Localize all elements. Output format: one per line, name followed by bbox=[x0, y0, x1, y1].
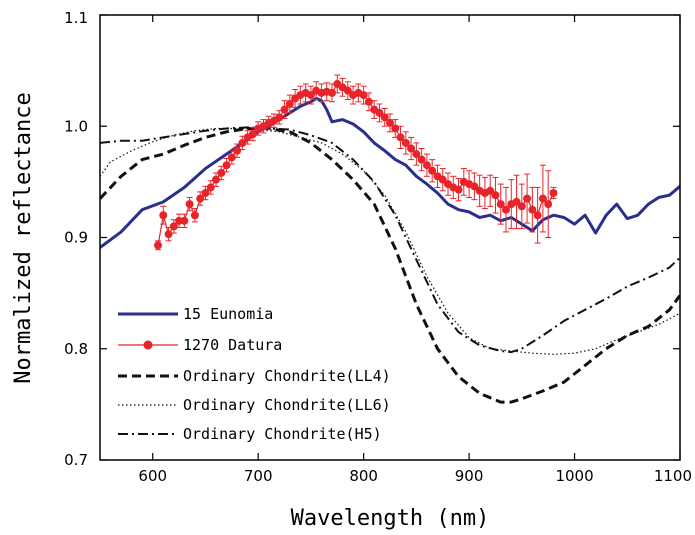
data-point bbox=[454, 185, 463, 194]
data-point bbox=[470, 182, 479, 191]
data-point bbox=[533, 211, 542, 220]
series-line bbox=[100, 127, 680, 404]
series-ordinary-chondrite-h5- bbox=[100, 126, 680, 354]
data-point bbox=[544, 200, 553, 209]
legend-label-15-eunomia: 15 Eunomia bbox=[183, 305, 273, 323]
data-point bbox=[528, 205, 537, 214]
x-axis-title: Wavelength (nm) bbox=[291, 506, 490, 531]
series-layer bbox=[100, 74, 680, 404]
data-point bbox=[375, 108, 384, 117]
x-tick-label: 900 bbox=[455, 467, 484, 485]
data-point bbox=[154, 241, 162, 250]
x-tick-labels: 600 700 800 900 1000 1100 bbox=[138, 467, 692, 485]
data-point bbox=[285, 100, 294, 108]
y-tick-labels: 0.7 0.8 0.9 1.0 1.1 bbox=[64, 9, 88, 469]
data-point bbox=[401, 138, 410, 147]
legend: 15 Eunomia 1270 Datura Ordinary Chondrit… bbox=[118, 305, 391, 443]
data-point bbox=[212, 175, 220, 184]
y-tick-label: 1.0 bbox=[64, 117, 88, 135]
data-point bbox=[238, 138, 247, 147]
series-line bbox=[100, 127, 680, 355]
x-tick-label: 1000 bbox=[555, 467, 593, 485]
series-line bbox=[100, 126, 680, 354]
data-point bbox=[438, 175, 447, 184]
data-point bbox=[422, 161, 431, 170]
data-point bbox=[190, 211, 199, 220]
y-tick-label: 0.8 bbox=[64, 340, 88, 358]
legend-label-ll6: Ordinary Chondrite(LL6) bbox=[183, 396, 391, 414]
data-point bbox=[496, 200, 505, 209]
data-point bbox=[280, 105, 289, 114]
data-point bbox=[233, 146, 242, 155]
data-point bbox=[386, 118, 394, 127]
data-point bbox=[196, 194, 205, 203]
data-point bbox=[201, 189, 210, 197]
x-tick-label: 1100 bbox=[654, 467, 692, 485]
data-point bbox=[517, 202, 526, 211]
data-point bbox=[180, 216, 189, 225]
data-point bbox=[159, 211, 168, 220]
data-point bbox=[407, 144, 416, 153]
legend-label-1270-datura: 1270 Datura bbox=[183, 336, 282, 354]
data-point bbox=[222, 161, 231, 170]
series-ordinary-chondrite-ll6- bbox=[100, 127, 680, 355]
data-point bbox=[227, 153, 236, 162]
data-point bbox=[306, 91, 315, 100]
data-point bbox=[417, 155, 426, 164]
data-point bbox=[391, 124, 400, 133]
data-point bbox=[549, 189, 558, 197]
ticks-layer bbox=[100, 14, 681, 461]
legend-label-h5: Ordinary Chondrite(H5) bbox=[183, 425, 382, 443]
data-point bbox=[169, 222, 178, 231]
data-point bbox=[523, 194, 532, 203]
y-tick-label: 0.7 bbox=[64, 451, 88, 469]
data-point bbox=[502, 205, 510, 214]
y-axis-title: Normalized reflectance bbox=[11, 92, 36, 383]
y-tick-label: 0.9 bbox=[64, 229, 88, 247]
data-point bbox=[206, 183, 215, 192]
data-point bbox=[512, 197, 521, 206]
y-tick-label: 1.1 bbox=[64, 9, 88, 27]
series-1270-datura bbox=[154, 74, 558, 251]
data-point bbox=[164, 230, 173, 239]
legend-marker-1270-datura bbox=[143, 340, 153, 350]
data-point bbox=[248, 130, 257, 139]
data-point bbox=[359, 91, 368, 100]
data-point bbox=[412, 150, 421, 159]
x-tick-label: 700 bbox=[244, 467, 273, 485]
x-tick-label: 800 bbox=[349, 467, 378, 485]
data-point bbox=[217, 168, 226, 177]
data-point bbox=[428, 166, 437, 175]
data-point bbox=[364, 97, 373, 106]
series-ordinary-chondrite-ll4- bbox=[100, 127, 680, 404]
data-point bbox=[343, 86, 352, 95]
data-point bbox=[185, 200, 194, 209]
legend-label-ll4: Ordinary Chondrite(LL4) bbox=[183, 367, 391, 385]
data-point bbox=[486, 186, 495, 195]
plot-frame bbox=[99, 14, 681, 461]
x-tick-label: 600 bbox=[138, 467, 167, 485]
data-point bbox=[275, 113, 284, 122]
data-point bbox=[380, 113, 389, 122]
data-point bbox=[538, 194, 547, 203]
data-point bbox=[396, 133, 405, 142]
data-point bbox=[491, 191, 500, 200]
data-point bbox=[328, 88, 336, 97]
